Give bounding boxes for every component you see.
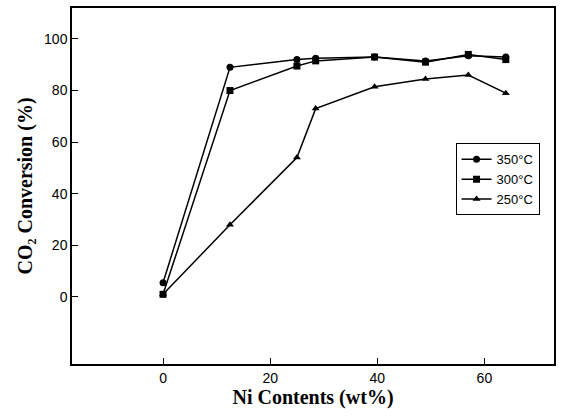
svg-text:20: 20: [52, 237, 68, 253]
svg-text:40: 40: [369, 370, 385, 386]
svg-text:CO₂ Conversion (%): CO₂ Conversion (%): [14, 97, 37, 274]
svg-text:250°C: 250°C: [497, 192, 533, 207]
svg-text:350°C: 350°C: [497, 152, 533, 167]
svg-text:100: 100: [44, 31, 68, 47]
svg-text:40: 40: [52, 186, 68, 202]
svg-text:0: 0: [60, 289, 68, 305]
svg-text:20: 20: [262, 370, 278, 386]
svg-text:300°C: 300°C: [497, 172, 533, 187]
svg-text:60: 60: [477, 370, 493, 386]
svg-text:Ni Contents (wt%): Ni Contents (wt%): [232, 386, 393, 409]
svg-text:60: 60: [52, 134, 68, 150]
svg-text:80: 80: [52, 82, 68, 98]
svg-text:0: 0: [159, 370, 167, 386]
